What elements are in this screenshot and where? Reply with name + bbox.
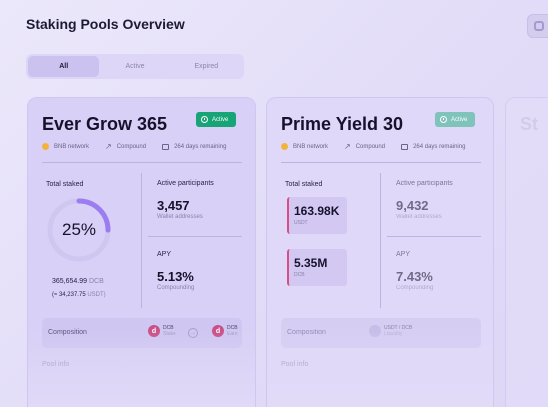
- pool-name: Ever Grow 365: [42, 114, 168, 134]
- token-pair: USDT / DCB Liquidity: [369, 325, 412, 337]
- staked-unit: DCB: [89, 278, 104, 285]
- total-staked-label: Total staked: [46, 181, 84, 188]
- participants-value: 9,432: [396, 198, 429, 213]
- tab-active[interactable]: Active: [125, 63, 145, 70]
- participants-label: Active participants: [396, 180, 453, 187]
- composition-label: Composition: [287, 329, 326, 336]
- status-label: Active: [212, 116, 229, 123]
- staked-usd-unit: USDT): [87, 292, 106, 298]
- composition-row[interactable]: Composition USDT / DCB Liquidity: [281, 318, 481, 348]
- apy-sub: Compounding: [157, 285, 195, 291]
- remaining-label: 264 days remaining: [413, 143, 466, 150]
- apy-label: APY: [396, 251, 411, 258]
- divider: [42, 162, 242, 163]
- staked-dcb-box: 5.35M DCB: [287, 249, 347, 286]
- bnb-coin-icon: [42, 143, 49, 150]
- apy-value: 7.43%: [396, 269, 433, 284]
- compound-label: Compound: [355, 143, 386, 150]
- compound-label: Compound: [116, 143, 147, 150]
- composition-row[interactable]: Composition d DCB Stake → d DCB Earn: [42, 318, 242, 348]
- pool-info-link[interactable]: Pool info: [281, 361, 309, 368]
- staked-usd-row: (≈ 34,237.75 USDT): [52, 292, 106, 298]
- apy-value: 5.13%: [157, 269, 194, 284]
- apy-label: APY: [157, 251, 172, 258]
- remaining-label: 264 days remaining: [174, 143, 227, 150]
- token-sub: Earn: [227, 331, 238, 337]
- token-sub: Stake: [163, 331, 176, 337]
- status-badge: Active: [196, 112, 237, 127]
- pool-card[interactable]: St: [505, 97, 548, 407]
- divider: [380, 173, 381, 308]
- trend-icon: ↗: [344, 142, 351, 151]
- divider: [141, 173, 142, 308]
- participants-value: 3,457: [157, 198, 190, 213]
- dcb-token-icon: d: [148, 325, 160, 337]
- total-staked-label: Total staked: [285, 181, 323, 188]
- settings-button[interactable]: [527, 14, 548, 38]
- composition-label: Composition: [48, 329, 87, 336]
- staked-usdt-box: 163.98K USDT: [287, 197, 347, 234]
- apy-sub: Compounding: [396, 285, 434, 291]
- staked-usd: (≈ 34,237.75: [52, 292, 86, 298]
- token-earn: d DCB Earn: [212, 325, 238, 337]
- pool-name: St: [520, 114, 538, 134]
- network-label: BNB network: [293, 143, 329, 150]
- divider: [281, 162, 481, 163]
- clock-icon: [201, 116, 208, 123]
- pool-meta: BNB network ↗ Compound 264 days remainin…: [281, 142, 465, 151]
- staked-unit: USDT: [294, 220, 308, 226]
- status-label: Active: [451, 116, 468, 123]
- page-title: Staking Pools Overview: [26, 16, 185, 32]
- tab-expired[interactable]: Expired: [194, 63, 219, 70]
- tab-all[interactable]: All: [28, 56, 100, 77]
- staked-unit: DCB: [294, 272, 305, 278]
- trend-icon: ↗: [105, 142, 112, 151]
- pool-card[interactable]: Prime Yield 30 Active BNB network ↗ Comp…: [266, 97, 494, 407]
- pair-sub: Liquidity: [384, 331, 403, 337]
- dcb-token-icon: d: [212, 325, 224, 337]
- participants-sub: Wallet addresses: [396, 214, 442, 220]
- arrow-right-icon: →: [188, 328, 198, 338]
- staked-donut: [47, 198, 111, 262]
- participants-sub: Wallet addresses: [157, 214, 203, 220]
- bnb-coin-icon: [281, 143, 288, 150]
- participants-label: Active participants: [157, 180, 214, 187]
- staked-value: 5.35M: [294, 256, 328, 270]
- staked-value: 163.98K: [294, 204, 340, 218]
- divider: [148, 236, 242, 237]
- pool-name: Prime Yield 30: [281, 114, 404, 134]
- staked-amount: 365,654.99: [52, 278, 88, 285]
- calendar-icon: [401, 143, 409, 150]
- token-stake: d DCB Stake: [148, 325, 176, 337]
- pool-card[interactable]: Ever Grow 365 Active BNB network ↗ Compo…: [27, 97, 256, 407]
- pool-meta: BNB network ↗ Compound 264 days remainin…: [42, 142, 226, 151]
- filter-tabs: All Active Expired: [26, 54, 244, 79]
- pair-icon: [369, 325, 381, 337]
- network-label: BNB network: [54, 143, 90, 150]
- divider: [387, 236, 481, 237]
- square-icon: [534, 21, 544, 31]
- calendar-icon: [162, 143, 170, 150]
- staked-percent: 25%: [61, 220, 97, 239]
- clock-icon: [440, 116, 447, 123]
- pool-info-link[interactable]: Pool info: [42, 361, 70, 368]
- staked-amount-row: 365,654.99 DCB: [52, 278, 104, 285]
- status-badge: Active: [435, 112, 476, 127]
